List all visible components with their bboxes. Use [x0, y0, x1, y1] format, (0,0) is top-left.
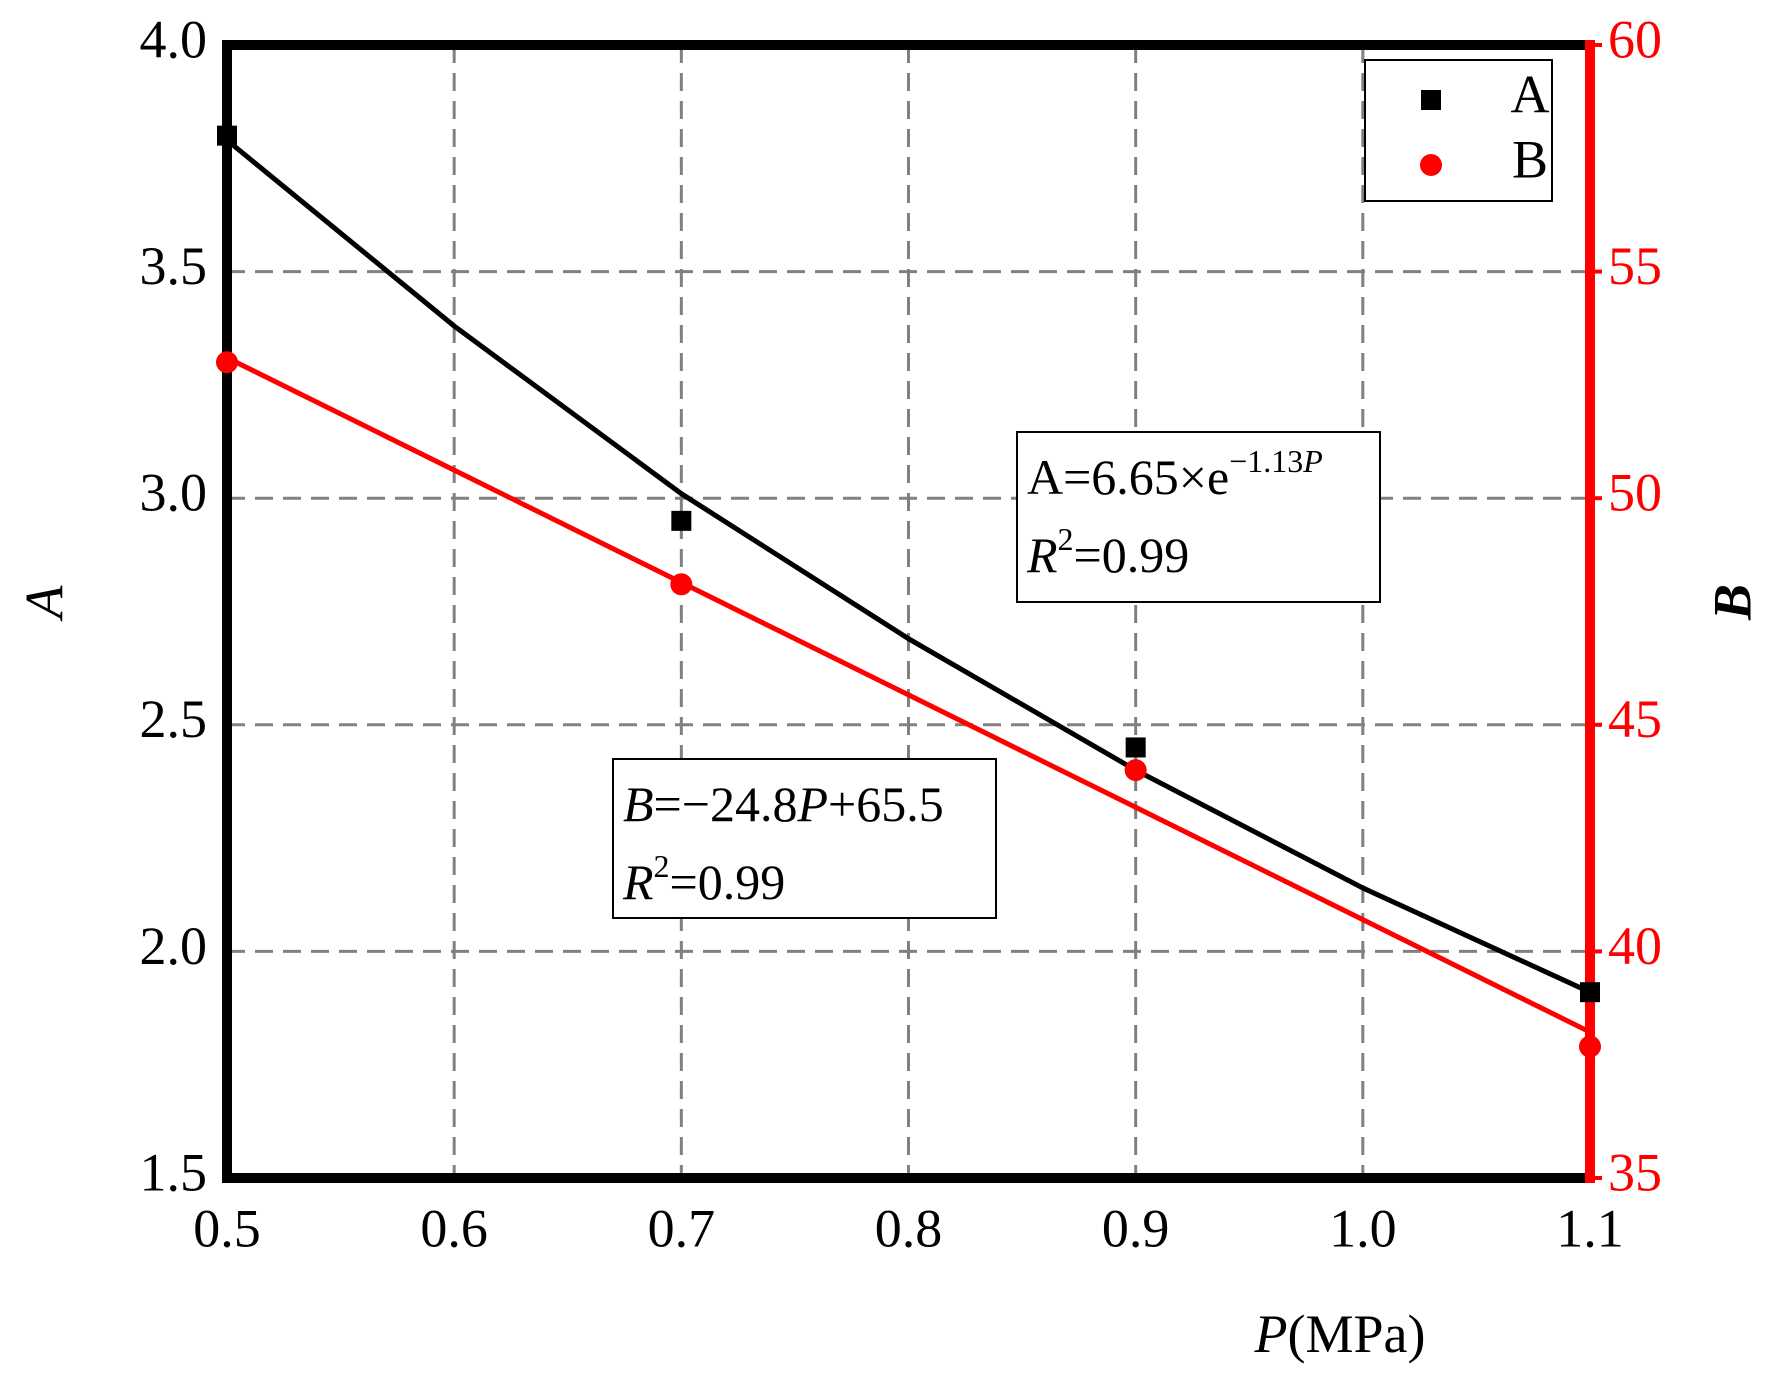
y2-tick-label: 50 [1608, 463, 1662, 523]
marker [1124, 759, 1147, 782]
y2-tick-label: 60 [1608, 9, 1662, 69]
annotation-text: P [796, 776, 828, 832]
y-tick-label: 4.0 [140, 9, 208, 69]
marker [1125, 737, 1146, 758]
x-axis-label-part: P [1254, 1304, 1288, 1364]
marker [1580, 982, 1600, 1003]
x-axis-label: P(MPa) [1254, 1304, 1426, 1364]
y2-tick-label: 40 [1608, 916, 1662, 976]
annotation-text: R [622, 854, 654, 910]
x-tick-label: 1.0 [1329, 1198, 1397, 1258]
y-tick-label: 3.5 [140, 236, 208, 296]
x-tick-label: 1.1 [1556, 1198, 1624, 1258]
x-tick-label: 0.7 [648, 1198, 716, 1258]
marker [670, 573, 693, 596]
annotation-text: =−24.8 [654, 776, 798, 832]
x-tick-label: 0.9 [1102, 1198, 1170, 1258]
x-tick-label: 0.8 [875, 1198, 943, 1258]
marker [1579, 1035, 1601, 1058]
fit-line [225, 138, 1592, 995]
annotation-text: =0.99 [670, 854, 786, 910]
annotation-text: −1.13 [1229, 443, 1303, 479]
x-tick-label: 0.6 [420, 1198, 488, 1258]
legend-marker [1421, 90, 1441, 110]
marker [216, 351, 238, 374]
annotation-line: B=−24.8P+65.5 [623, 776, 944, 832]
x-axis-label-part: (MPa) [1288, 1304, 1426, 1364]
marker [671, 510, 692, 531]
annotation-text: R [1026, 527, 1058, 583]
y-axis-label: A [14, 585, 74, 622]
y2-axis-label: B [1702, 584, 1762, 621]
annotation: A=6.65×e−1.13P R2=0.99 [1016, 431, 1381, 603]
annotation-text: =0.99 [1074, 527, 1190, 583]
marker [217, 125, 237, 146]
x-tick-label: 0.5 [193, 1198, 261, 1258]
annotation-line: A=6.65×e−1.13P [1027, 443, 1323, 505]
y-tick-label: 1.5 [140, 1142, 208, 1202]
y2-tick-label: 45 [1608, 689, 1662, 749]
y-tick-label: 2.5 [140, 689, 208, 749]
annotation-text: A=6.65×e [1027, 449, 1229, 505]
annotation-text: 2 [654, 848, 670, 884]
y2-tick-label: 55 [1608, 236, 1662, 296]
annotation: B=−24.8P+65.5 R2=0.99 [612, 758, 997, 919]
legend-box [1364, 59, 1553, 202]
legend-marker [1420, 154, 1442, 176]
fit-line [225, 355, 1592, 1035]
legend-label: B [1512, 129, 1548, 189]
annotation-box [612, 758, 997, 919]
y-tick-label: 2.0 [140, 916, 208, 976]
annotation-line: R2=0.99 [622, 848, 785, 910]
annotation-line: R2=0.99 [1026, 521, 1189, 583]
y2-tick-label: 35 [1608, 1142, 1662, 1202]
annotation-text: B [623, 776, 654, 832]
legend: AB [1364, 59, 1553, 202]
annotation-text: +65.5 [828, 776, 944, 832]
annotation-box [1016, 431, 1381, 603]
legend-label: A [1511, 64, 1550, 124]
grid [225, 43, 1592, 1180]
annotation-text: P [1302, 443, 1323, 479]
y-tick-label: 3.0 [140, 463, 208, 523]
annotation-text: 2 [1058, 521, 1074, 557]
